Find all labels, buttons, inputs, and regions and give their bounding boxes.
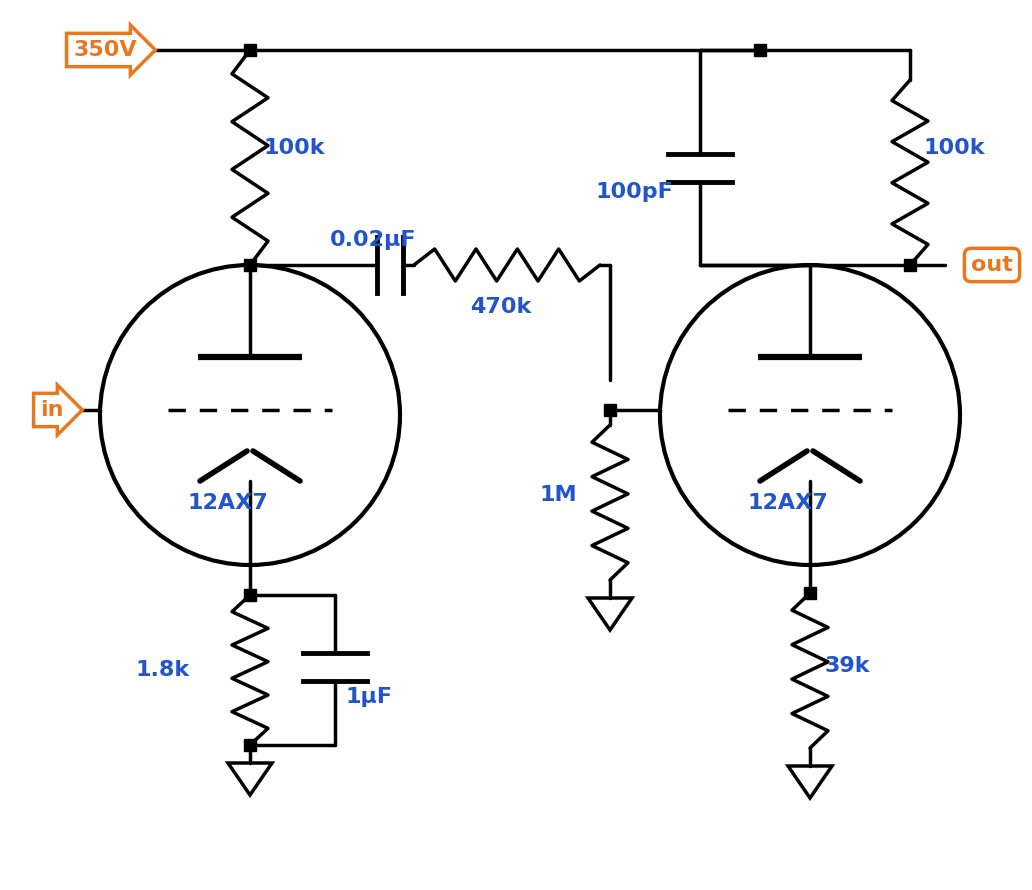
Text: 100k: 100k [263, 137, 324, 158]
Text: 1.8k: 1.8k [135, 660, 189, 680]
Text: 0.02μF: 0.02μF [330, 230, 417, 250]
Text: 100k: 100k [923, 137, 985, 158]
Text: 1M: 1M [540, 485, 578, 505]
Text: 12AX7: 12AX7 [188, 493, 268, 513]
Text: 12AX7: 12AX7 [747, 493, 829, 513]
Text: 39k: 39k [825, 656, 871, 676]
Text: out: out [971, 255, 1013, 275]
Text: in: in [40, 400, 64, 420]
Text: 100pF: 100pF [595, 182, 673, 203]
Text: 350V: 350V [73, 40, 137, 60]
Text: 1μF: 1μF [345, 687, 392, 707]
Text: 470k: 470k [470, 297, 531, 317]
